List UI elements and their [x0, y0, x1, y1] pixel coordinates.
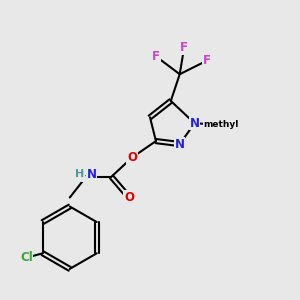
Text: O: O [124, 191, 134, 204]
Text: O: O [127, 151, 137, 164]
Text: methyl: methyl [204, 120, 239, 129]
Text: H: H [82, 172, 91, 182]
Text: N: N [86, 168, 96, 181]
Text: F: F [152, 50, 160, 63]
Text: N: N [190, 117, 200, 130]
Text: N: N [175, 138, 185, 151]
Text: F: F [180, 41, 188, 54]
Text: Cl: Cl [20, 251, 33, 264]
Text: F: F [202, 54, 211, 67]
Text: H: H [75, 169, 84, 179]
